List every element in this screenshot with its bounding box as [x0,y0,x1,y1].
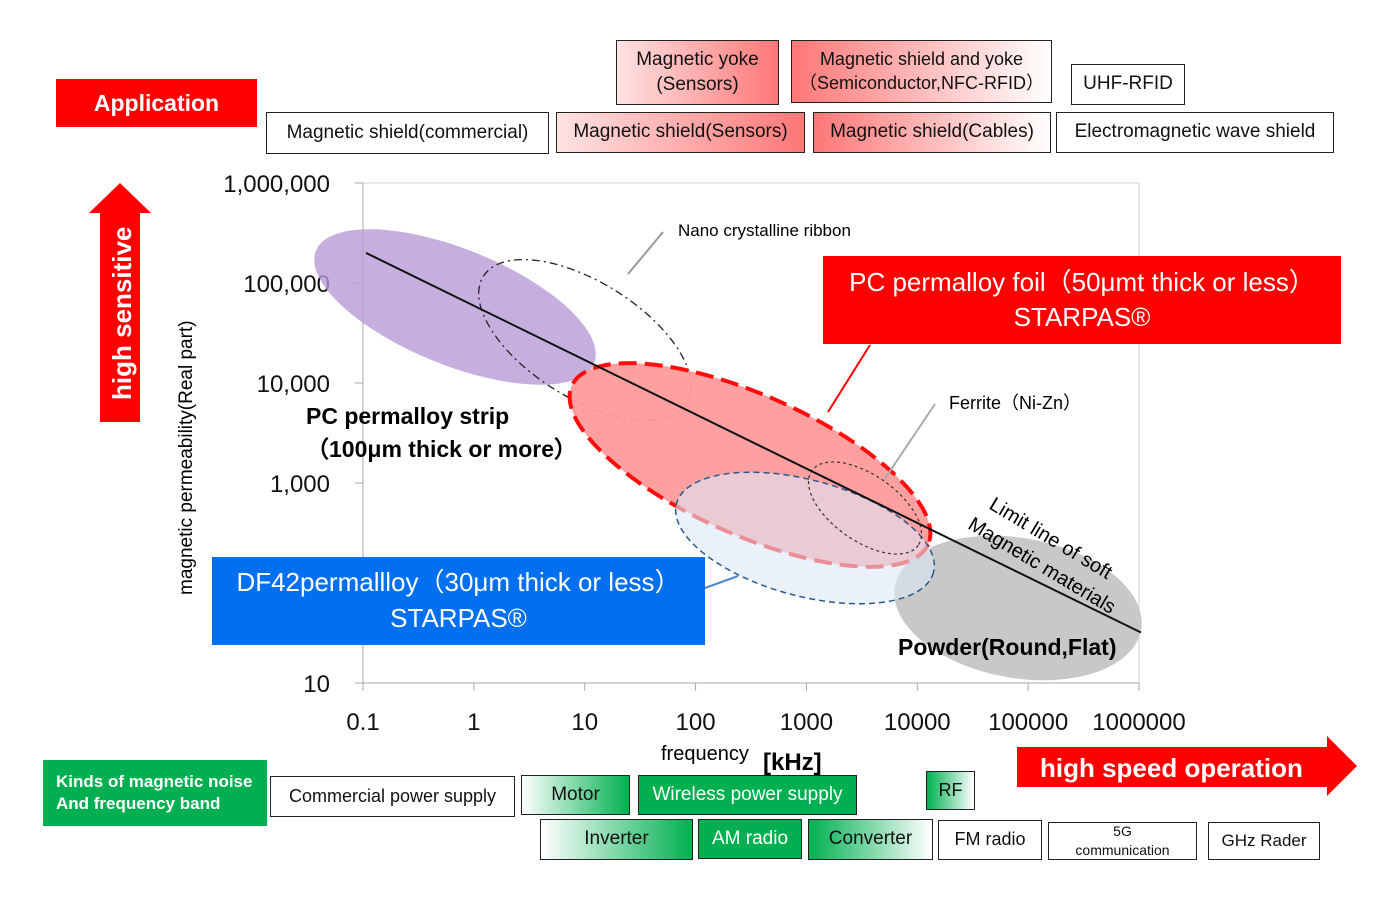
noise-wireless-power: Wireless power supply [638,775,857,815]
ferrite-pointer [883,403,936,481]
noise-motor: Motor [521,775,630,815]
ferrite-label: Ferrite（Ni-Zn） [949,393,1081,413]
app-uhf-rfid: UHF-RFID [1071,64,1185,105]
high-sensitive-label: high sensitive [107,227,137,400]
app-shield-commercial: Magnetic shield(commercial) [266,112,549,154]
app-shield-and-yoke: Magnetic shield and yoke （Semiconductor,… [791,40,1052,103]
y-axis-label: magnetic permeability(Real part) [176,320,197,595]
x-axis-unit: [kHz] [763,749,822,776]
noise-rf: RF [926,771,975,810]
x-tick-label: 1000000 [1092,709,1185,736]
noise-inverter: Inverter [540,819,693,860]
x-axis-label: frequency [661,743,749,765]
high-speed-label: high speed operation [1040,753,1303,783]
noise-am-radio: AM radio [698,819,802,859]
noise-commercial-power: Commercial power supply [270,776,515,817]
x-tick-label: 0.1 [346,709,379,736]
x-tick-label: 100000 [988,709,1068,736]
pc-strip-label-1: PC permalloy strip [306,403,509,429]
powder-region [894,535,1142,681]
x-tick-label: 10 [571,709,598,736]
high-sensitive-arrow [89,183,151,422]
y-tick-label: 1,000 [270,471,330,498]
y-tick-label: 10 [303,671,330,698]
x-tick-label: 10000 [884,709,951,736]
high-speed-arrow [1017,736,1357,796]
nano-label: Nano crystalline ribbon [678,221,851,240]
y-tick-label: 100,000 [243,271,330,298]
limit-line [365,251,1142,634]
df42-region [674,471,936,605]
noise-5g: 5G communication [1048,822,1197,860]
noise-ghz-radar: GHz Rader [1208,822,1320,860]
noise-label: Kinds of magnetic noise And frequency ba… [43,760,267,826]
df42-callout: DF42permallloy（30μm thick or less） STARP… [212,557,705,645]
application-label: Application [56,79,257,127]
app-shield-cables: Magnetic shield(Cables) [813,112,1051,153]
app-em-wave-shield: Electromagnetic wave shield [1056,112,1334,153]
powder-label: Powder(Round,Flat) [898,634,1116,660]
pc-strip-region [314,229,596,385]
nano-pointer [627,231,664,275]
y-tick-label: 10,000 [257,371,330,398]
pc-foil-callout: PC permalloy foil（50μmt thick or less） S… [823,256,1341,344]
app-magnetic-yoke: Magnetic yoke (Sensors) [616,40,779,105]
pc-foil-pointer [827,344,871,413]
app-shield-sensors: Magnetic shield(Sensors) [556,112,805,153]
x-tick-label: 1 [467,709,480,736]
noise-converter: Converter [808,819,933,860]
pc-strip-label-2: （100μm thick or more） [306,436,577,462]
x-tick-label: 1000 [780,709,833,736]
x-tick-label: 100 [676,709,716,736]
y-tick-label: 1,000,000 [223,171,330,198]
noise-fm-radio: FM radio [938,820,1042,860]
